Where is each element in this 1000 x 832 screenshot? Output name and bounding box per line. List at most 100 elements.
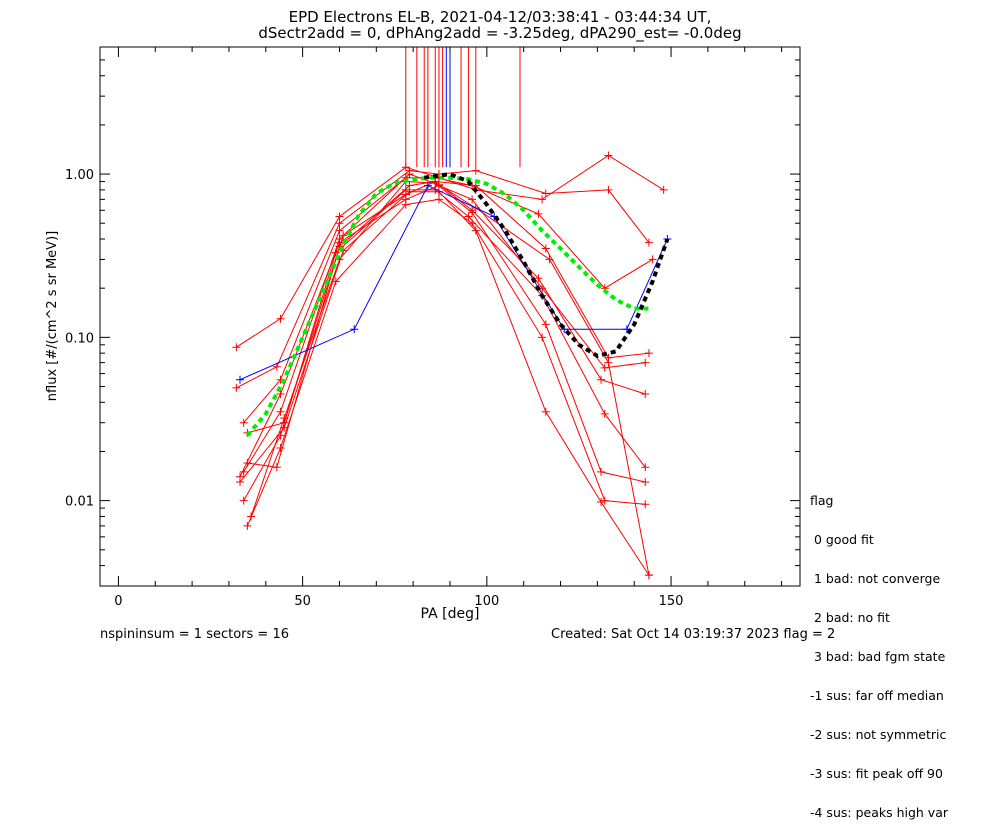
- data-point: [423, 181, 432, 190]
- data-point: [600, 409, 609, 418]
- data-point: [272, 463, 281, 472]
- data-point: [232, 343, 241, 352]
- data-point: [471, 166, 480, 175]
- data-point: [335, 226, 344, 235]
- data-point: [239, 418, 248, 427]
- black-fit-curve: [423, 172, 670, 359]
- legend-item: -4 sus: peaks high var: [810, 805, 949, 820]
- data-point: [604, 358, 613, 367]
- data-point: [641, 463, 650, 472]
- data-point: [600, 363, 609, 372]
- data-point: [272, 362, 281, 371]
- data-point: [335, 219, 344, 228]
- data-point: [471, 226, 480, 235]
- data-point: [541, 407, 550, 416]
- data-point: [434, 195, 443, 204]
- data-point: [641, 478, 650, 487]
- data-point: [541, 320, 550, 329]
- series-line: [239, 191, 650, 576]
- data-point: [545, 255, 554, 264]
- legend-item: 2 bad: no fit: [810, 610, 890, 625]
- data-point: [434, 180, 443, 189]
- x-axis-label: PA [deg]: [421, 606, 480, 622]
- data-point: [534, 274, 543, 283]
- data-point: [641, 389, 650, 398]
- legend-item: 3 bad: bad fgm state: [810, 649, 946, 664]
- data-point: [468, 208, 477, 217]
- data-point: [276, 314, 285, 323]
- data-point: [401, 163, 410, 172]
- x-tick-label: 100: [474, 594, 499, 609]
- y-axis-label: nflux [#/(cm^2 s sr MeV)]: [45, 231, 60, 401]
- data-point: [232, 383, 241, 392]
- data-point: [236, 375, 244, 384]
- y-tick-label: 0.10: [65, 331, 94, 346]
- data-point: [600, 496, 609, 505]
- data-series: [232, 151, 672, 580]
- series-line: [243, 189, 646, 501]
- data-point: [597, 498, 606, 507]
- data-point: [644, 238, 653, 247]
- data-point: [641, 358, 650, 367]
- legend-item: -1 sus: far off median: [810, 688, 944, 703]
- series-line: [236, 154, 664, 348]
- data-point: [538, 333, 547, 342]
- series-line: [239, 184, 668, 381]
- x-tick-label: 50: [294, 594, 311, 609]
- chart-title-line1: EPD Electrons EL-B, 2021-04-12/03:38:41 …: [288, 8, 712, 26]
- vertical-markers: [405, 47, 521, 168]
- data-point: [239, 496, 248, 505]
- data-point: [276, 389, 285, 398]
- data-point: [641, 500, 650, 509]
- footer-right: Created: Sat Oct 14 03:19:37 2023 flag =…: [551, 627, 836, 642]
- legend-title: flag: [810, 493, 834, 508]
- series-line: [247, 180, 649, 434]
- footer-left: nspininsum = 1 sectors = 16: [100, 627, 289, 642]
- data-point: [541, 244, 550, 253]
- plot-area: 0 50 100 150 0.01 0.10 1.00 PA [deg] nflux [#/…: [45, 46, 801, 622]
- data-point: [604, 151, 613, 160]
- chart-title-line2: dSectr2add = 0, dPhAng2add = -3.25deg, d…: [258, 24, 742, 42]
- x-tick-label: 150: [659, 594, 684, 609]
- data-point: [534, 209, 543, 218]
- data-point: [464, 212, 473, 221]
- legend-item: 0 good fit: [810, 532, 874, 547]
- axes: 0 50 100 150 0.01 0.10 1.00: [65, 46, 800, 609]
- y-tick-label: 1.00: [65, 168, 94, 183]
- data-point: [276, 444, 285, 453]
- data-point: [597, 467, 606, 476]
- data-point: [401, 200, 410, 209]
- data-point: [335, 235, 344, 244]
- green-fit-curve: [245, 175, 653, 437]
- data-point: [648, 255, 657, 264]
- data-point: [538, 195, 547, 204]
- legend-item: -2 sus: not symmetric: [810, 727, 947, 742]
- data-point: [468, 219, 477, 228]
- data-point: [335, 212, 344, 221]
- series-line: [239, 185, 646, 478]
- fit-curves: [245, 172, 670, 437]
- data-point: [350, 325, 359, 334]
- data-point: [405, 170, 414, 179]
- data-point: [243, 521, 252, 530]
- data-point: [644, 571, 653, 580]
- y-tick-label: 0.01: [65, 495, 94, 510]
- flag-legend: flag 0 good fit 1 bad: not converge 2 ba…: [810, 468, 948, 832]
- data-point: [239, 467, 248, 476]
- data-point: [659, 185, 668, 194]
- data-point: [280, 423, 289, 432]
- data-point: [405, 187, 414, 196]
- data-point: [541, 189, 550, 198]
- legend-item: -3 sus: fit peak off 90: [810, 766, 943, 781]
- series-line: [243, 177, 653, 424]
- data-point: [276, 407, 285, 416]
- data-point: [236, 478, 244, 487]
- series-line: [236, 170, 650, 389]
- x-tick-label: 0: [114, 594, 122, 609]
- data-point: [401, 185, 410, 194]
- data-point: [597, 375, 606, 384]
- data-point: [468, 195, 477, 204]
- data-point: [644, 349, 653, 358]
- legend-item: 1 bad: not converge: [810, 571, 941, 586]
- data-point: [604, 185, 613, 194]
